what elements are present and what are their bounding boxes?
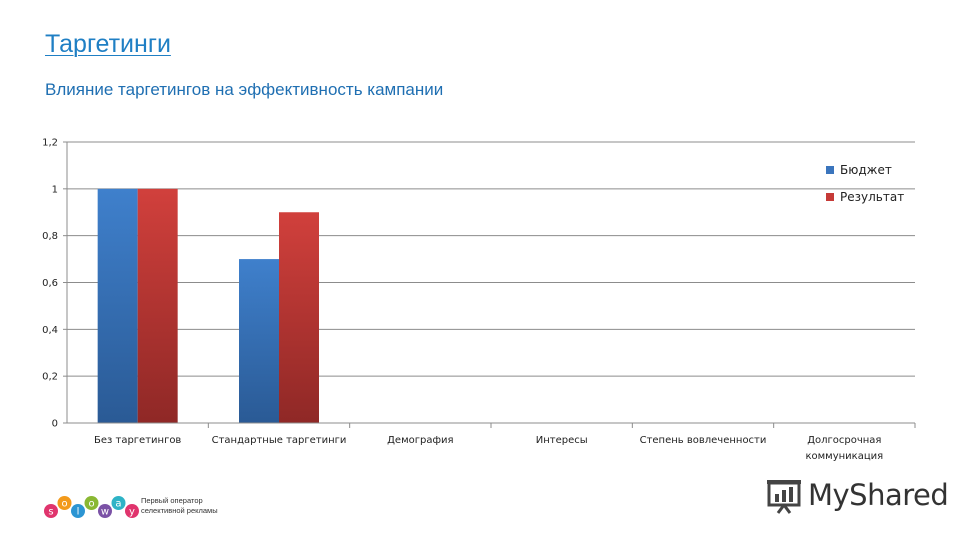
myshared-watermark: MyShared xyxy=(808,478,949,512)
y-tick-label: 0 xyxy=(52,419,58,430)
bars xyxy=(97,188,319,423)
axes: 0 0,2 0,4 0,6 0,8 1 1,2 Без таргетингов Стандарт… xyxy=(42,138,916,462)
legend-label-0: Бюджет xyxy=(840,163,892,177)
logo-letter: s xyxy=(48,507,53,518)
logo-circle xyxy=(84,496,99,510)
logo-circle xyxy=(57,496,72,510)
y-tick-label: 0,6 xyxy=(42,278,58,289)
x-tick-label: Степень вовлеченности xyxy=(640,435,767,446)
grid-lines xyxy=(67,141,915,377)
y-tick-label: 1 xyxy=(52,184,58,195)
x-tick-label: Стандартные таргетинги xyxy=(212,435,347,446)
y-tick-label: 0,4 xyxy=(42,325,58,336)
soloway-tagline: Первый оператор селективной рекламы xyxy=(141,496,251,516)
logo-letter: o xyxy=(88,499,94,510)
legend-label-1: Результат xyxy=(840,190,904,204)
y-tick-label: 0,2 xyxy=(42,372,58,383)
x-tick-label: коммуникация xyxy=(805,451,883,462)
logo-circle xyxy=(125,504,139,518)
logo-letter: l xyxy=(77,507,80,518)
logo-letter: o xyxy=(61,499,67,510)
tagline-line-2: селективной рекламы xyxy=(141,506,218,515)
logo-circle xyxy=(98,504,112,518)
bar-0-1 xyxy=(239,259,279,423)
legend-swatch-1 xyxy=(826,193,834,201)
logo-circle xyxy=(44,504,58,518)
y-tick-label: 1,2 xyxy=(42,138,58,149)
x-tick-label: Интересы xyxy=(536,435,588,446)
legend: Бюджет Результат xyxy=(826,163,904,204)
logo-letter: y xyxy=(129,507,135,518)
legend-swatch-0 xyxy=(826,166,834,174)
slide-title: Таргетинги xyxy=(45,30,171,58)
logo-circle xyxy=(111,496,126,510)
logo-letter: w xyxy=(101,507,109,518)
logo-letter: a xyxy=(115,499,121,510)
logo-circle xyxy=(71,504,85,518)
bar-0-0 xyxy=(97,188,138,423)
bar-1-1 xyxy=(279,212,319,423)
y-tick-label: 0,8 xyxy=(42,231,58,242)
slide-subtitle: Влияние таргетингов на эффективность кам… xyxy=(45,80,444,99)
x-tick-label: Без таргетингов xyxy=(94,435,181,446)
x-tick-label: Долгосрочная xyxy=(807,435,881,446)
x-tick-label: Демография xyxy=(387,435,453,446)
presentation-icon xyxy=(767,480,801,514)
bar-1-0 xyxy=(137,188,178,423)
tagline-line-1: Первый оператор xyxy=(141,496,203,505)
